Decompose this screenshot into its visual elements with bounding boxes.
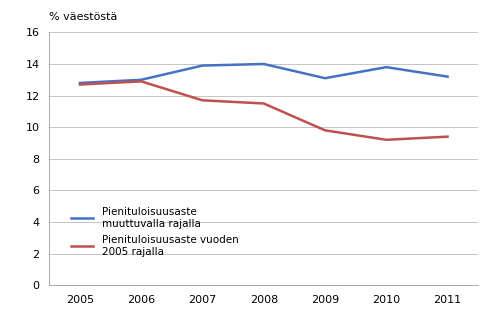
Legend: Pienituloisuusaste
muuttuvalla rajalla, Pienituloisuusaste vuoden
2005 rajalla: Pienituloisuusaste muuttuvalla rajalla, … bbox=[68, 204, 242, 260]
Text: % väestöstä: % väestöstä bbox=[49, 12, 118, 22]
